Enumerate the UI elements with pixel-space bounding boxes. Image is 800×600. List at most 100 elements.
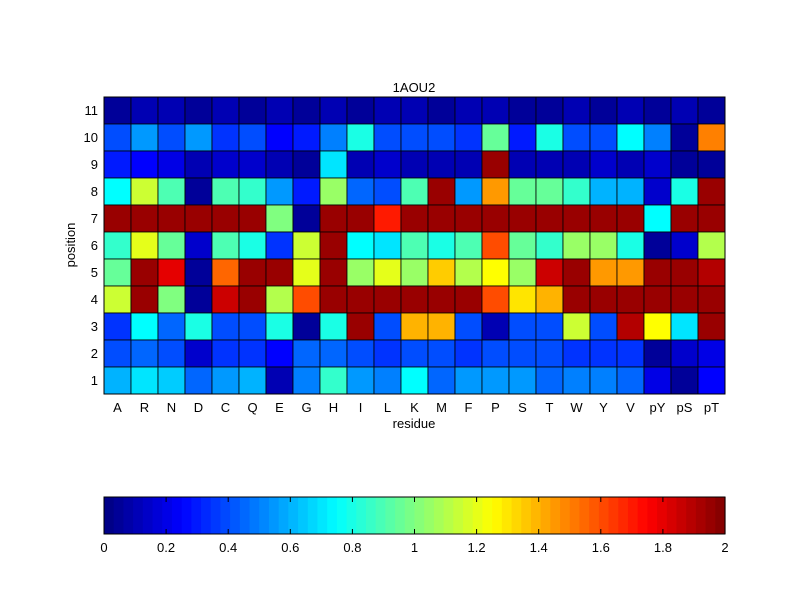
colorbar-tick-label: 1.4 bbox=[530, 540, 548, 555]
heatmap-cell bbox=[454, 258, 483, 287]
heatmap-cell bbox=[319, 96, 348, 125]
heatmap-cell bbox=[130, 123, 159, 152]
heatmap-cell bbox=[319, 258, 348, 287]
heatmap-cell bbox=[130, 150, 159, 179]
heatmap-cell bbox=[643, 177, 672, 206]
colorbar-segment bbox=[317, 497, 328, 534]
heatmap-cell bbox=[535, 258, 564, 287]
heatmap-cell bbox=[481, 177, 510, 206]
heatmap-cell bbox=[481, 339, 510, 368]
heatmap-cell bbox=[481, 312, 510, 341]
heatmap-cell bbox=[292, 150, 321, 179]
heatmap-cell bbox=[292, 285, 321, 314]
colorbar-segment bbox=[414, 497, 425, 534]
heatmap-cell bbox=[481, 285, 510, 314]
heatmap-cell bbox=[535, 177, 564, 206]
heatmap-cell bbox=[670, 285, 699, 314]
heatmap-cell bbox=[616, 123, 645, 152]
x-tick-label: W bbox=[570, 400, 583, 415]
heatmap-cell bbox=[562, 204, 591, 233]
heatmap-cell bbox=[535, 123, 564, 152]
heatmap-cell bbox=[184, 312, 213, 341]
heatmap-cell bbox=[184, 177, 213, 206]
heatmap-cell bbox=[157, 285, 186, 314]
heatmap-cell bbox=[130, 285, 159, 314]
y-tick-label: 11 bbox=[85, 103, 99, 118]
chart-title: 1AOU2 bbox=[393, 80, 436, 95]
heatmap-cell bbox=[535, 312, 564, 341]
heatmap-cell bbox=[130, 204, 159, 233]
heatmap-cell bbox=[373, 123, 402, 152]
colorbar-segment bbox=[171, 497, 183, 534]
colorbar-segment bbox=[356, 497, 367, 534]
heatmap-cell bbox=[400, 366, 429, 395]
colorbar-segment bbox=[259, 497, 270, 534]
colorbar-segment bbox=[298, 497, 309, 534]
heatmap-cell bbox=[265, 312, 294, 341]
colorbar-segment bbox=[705, 497, 716, 534]
heatmap-cell bbox=[292, 312, 321, 341]
heatmap-cell bbox=[508, 231, 537, 260]
colorbar-segment bbox=[307, 497, 319, 534]
x-tick-label: V bbox=[626, 400, 635, 415]
heatmap-cell bbox=[211, 231, 240, 260]
heatmap-cell bbox=[184, 96, 213, 125]
heatmap-cell bbox=[427, 285, 456, 314]
colorbar-tick-label: 0.2 bbox=[157, 540, 175, 555]
colorbar-segment bbox=[268, 497, 280, 534]
heatmap-cell bbox=[670, 204, 699, 233]
heatmap-cell bbox=[589, 339, 618, 368]
heatmap-cell bbox=[184, 366, 213, 395]
colorbar-segment bbox=[666, 497, 678, 534]
colorbar-segment bbox=[123, 497, 134, 534]
heatmap-frame bbox=[103, 96, 726, 395]
heatmap-cell bbox=[211, 285, 240, 314]
heatmap-cell bbox=[373, 177, 402, 206]
heatmap-cell bbox=[697, 150, 726, 179]
colorbar-segment bbox=[133, 497, 144, 534]
heatmap-cell bbox=[373, 258, 402, 287]
heatmap-cell bbox=[643, 366, 672, 395]
heatmap-cell bbox=[346, 150, 375, 179]
heatmap-cell bbox=[616, 177, 645, 206]
colorbar-segment bbox=[104, 497, 115, 534]
heatmap-cell bbox=[535, 285, 564, 314]
y-tick-label: 5 bbox=[91, 265, 98, 280]
colorbar-segment bbox=[327, 497, 338, 534]
y-tick-label: 8 bbox=[91, 184, 98, 199]
heatmap-cell bbox=[211, 96, 240, 125]
colorbar-segment bbox=[395, 497, 406, 534]
heatmap-cell bbox=[157, 339, 186, 368]
colorbar-segment bbox=[375, 497, 386, 534]
y-tick-labels: 11 10 9 8 7 6 5 4 3 2 1 bbox=[84, 103, 98, 388]
colorbar-segment bbox=[239, 497, 251, 534]
heatmap-cell bbox=[697, 96, 726, 125]
heatmap-cell bbox=[373, 366, 402, 395]
colorbar-segment bbox=[210, 497, 222, 534]
heatmap-cell bbox=[211, 258, 240, 287]
y-tick-label: 10 bbox=[84, 130, 98, 145]
heatmap-cell bbox=[319, 231, 348, 260]
heatmap-cell bbox=[454, 312, 483, 341]
heatmap-cell bbox=[508, 258, 537, 287]
heatmap-cell bbox=[373, 285, 402, 314]
heatmap-cell bbox=[670, 96, 699, 125]
colorbar bbox=[104, 497, 726, 534]
heatmap-cell bbox=[481, 231, 510, 260]
heatmap-cell bbox=[427, 339, 456, 368]
heatmap-cell bbox=[427, 204, 456, 233]
heatmap-cell bbox=[589, 177, 618, 206]
heatmap-cell bbox=[562, 339, 591, 368]
x-tick-label: pS bbox=[677, 400, 693, 415]
heatmap-cell bbox=[157, 231, 186, 260]
heatmap-cell bbox=[670, 312, 699, 341]
heatmap-cell bbox=[319, 366, 348, 395]
heatmap-cell bbox=[481, 123, 510, 152]
heatmap-cell bbox=[373, 96, 402, 125]
heatmap-cell bbox=[346, 312, 375, 341]
heatmap-cell bbox=[400, 285, 429, 314]
heatmap-cell bbox=[616, 150, 645, 179]
heatmap-cell bbox=[373, 339, 402, 368]
heatmap-cell bbox=[238, 123, 267, 152]
colorbar-segment bbox=[492, 497, 503, 534]
